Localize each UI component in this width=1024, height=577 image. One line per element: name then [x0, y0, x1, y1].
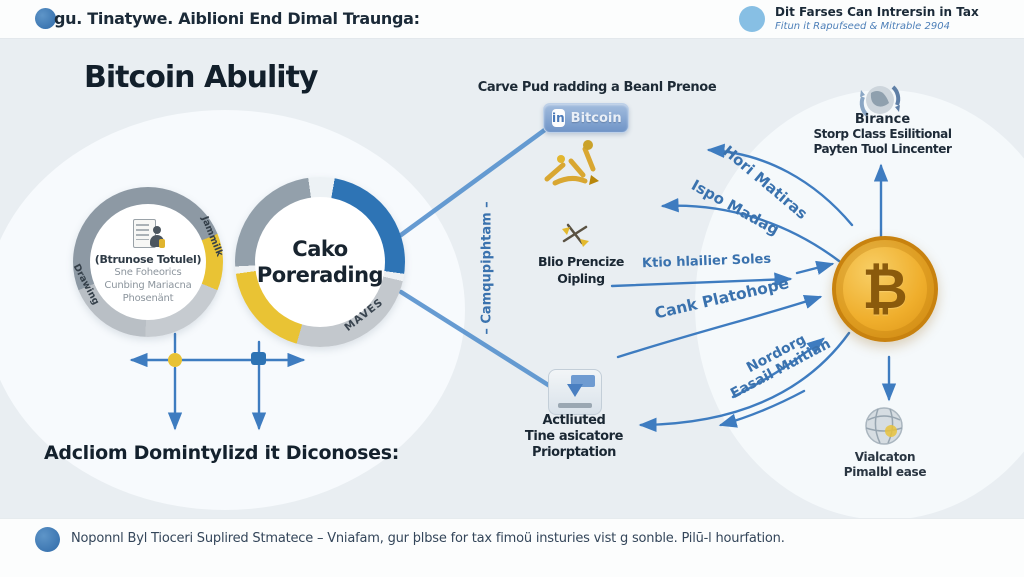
arrow-coin-to-actliuted: [638, 331, 851, 433]
down-arrow-icon: [567, 384, 583, 397]
blue-dot-icon: [35, 527, 60, 552]
donut-right-hole: [255, 197, 385, 327]
bottom-heading: Adcliom Domintylizd it Diconoses:: [44, 442, 400, 464]
connector-donut-to-badge: [398, 126, 549, 238]
blue-dot-icon: [35, 8, 56, 29]
linkedin-in-icon: in: [552, 109, 565, 127]
bitcoin-badge: in Bitcoin: [543, 103, 629, 133]
donut-right-line: Cako: [292, 237, 348, 261]
binance-line1: Birance: [854, 112, 911, 127]
donut-left-line: Phosenänt: [122, 293, 174, 304]
yellow-node-dot: [168, 353, 182, 367]
bitcoin-symbol: ₿: [862, 257, 908, 322]
globe-sync-icon: [859, 85, 901, 117]
valcaton-line2: Pimalbl ease: [843, 465, 927, 479]
lightblue-dot-icon: [739, 6, 765, 32]
donut-right-line: Porerading: [256, 263, 384, 287]
arrow-ktio-2: [795, 260, 835, 275]
blio-line1: Blio Prencize: [538, 254, 624, 269]
blue-node-dot: [251, 352, 266, 365]
header-title: gu. Tinatywe. Aiblioni End Dimal Traunga…: [54, 9, 420, 28]
connector-donut-to-actliuted: [398, 289, 556, 391]
document-person-icon: [131, 219, 165, 251]
donut-left-content: (Btrunose Totulel) Sne Foheorics Cunbing…: [90, 204, 206, 320]
header-right-title: Dit Farses Can Intrersin in Tax: [775, 5, 979, 19]
arrow-ktio-1: [610, 272, 793, 288]
donut-left-line: Cunbing Mariacna: [104, 280, 192, 291]
footer-text: Noponnl Byl Tioceri Suplired Stmatece – …: [71, 531, 785, 546]
actliuted-line1: Actliuted: [542, 413, 606, 428]
actliuted-label: Actliuted Tine asicatore Priorptation: [486, 413, 662, 461]
vertical-label-camqupiphtam: – Camqupiphtam –: [479, 201, 495, 335]
bitcoin-coin-icon: ₿: [832, 236, 938, 342]
donut-chart-right: Cako Porerading MAVES: [235, 177, 405, 347]
header-right-subtitle: Fitun it Rapufseed & Mitrable 2904: [775, 21, 950, 32]
binance-line2: Storp Class Esilitional: [813, 127, 952, 141]
globe-icon: [865, 407, 903, 445]
donut-left-title: (Btrunose Totulel): [94, 253, 202, 266]
donut-chart-left: (Btrunose Totulel) Sne Foheorics Cunbing…: [71, 187, 225, 337]
binance-line3: Payten Tuol Lincenter: [813, 142, 952, 156]
arrow-hori-matiras: [706, 143, 854, 227]
donut-right-content: Cako Porerading: [255, 197, 385, 327]
arrow-ispo-madag: [660, 198, 841, 263]
actliuted-line2: Tine asicatore Priorptation: [524, 429, 624, 460]
gold-figure-icon: [544, 140, 599, 186]
footer-bar: [0, 518, 1024, 577]
badge-label: Bitcoin: [570, 110, 622, 126]
header-bar: gu. Tinatywe. Aiblioni End Dimal Traunga…: [0, 0, 1024, 39]
arrow-cank: [616, 295, 823, 359]
valcaton-label: Vialcaton Pimalbl ease: [820, 450, 950, 480]
blio-line2: Oipling: [557, 271, 605, 286]
binance-label: Birance Storp Class Esilitional Payten T…: [795, 112, 970, 157]
blio-label: Blio Prencize Oipling: [515, 253, 647, 287]
scales-icon: [562, 223, 589, 247]
document-lines: [136, 224, 149, 240]
valcaton-line1: Vialcaton: [854, 450, 916, 464]
arrow-nordorg-down: [718, 389, 806, 428]
arrow-nordorg-up: [731, 337, 825, 399]
gold-accent: [159, 239, 165, 248]
center-heading: Carve Pud radding a Beanl Prenoe: [477, 80, 717, 95]
page-title: Bitcoin Abulity: [84, 60, 318, 95]
download-document-icon: [548, 369, 602, 415]
icon-gray-bar: [558, 403, 592, 408]
donut-left-line: Sne Foheorics: [114, 267, 182, 278]
person-head: [153, 226, 161, 234]
